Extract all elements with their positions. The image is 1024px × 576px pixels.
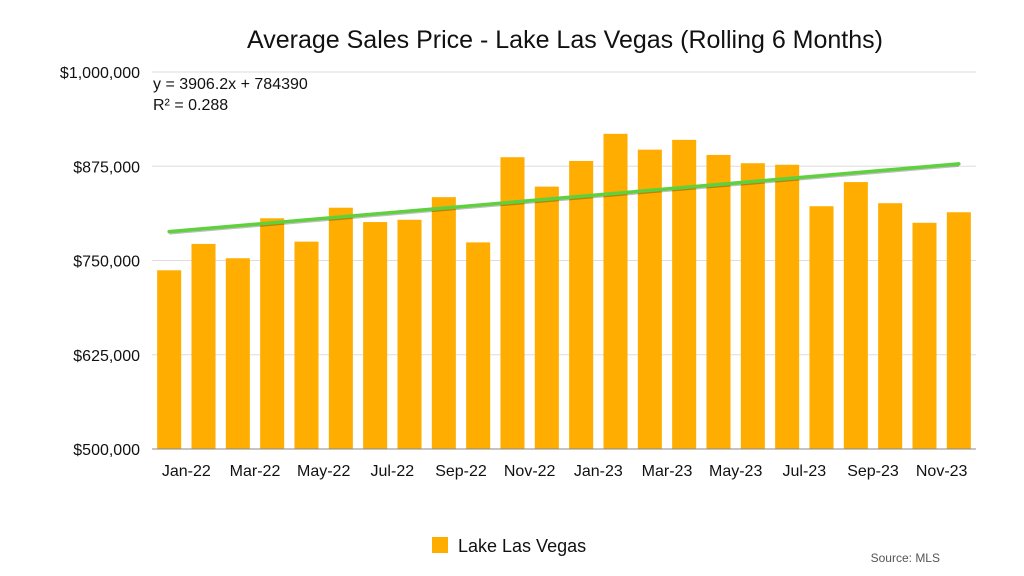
y-tick-label: $1,000,000 [60,65,140,82]
bar-feb-23 [603,133,628,449]
bar-apr-23 [672,139,697,450]
trendline-r-squared: R² = 0.288 [153,97,228,114]
trendline-equation: y = 3906.2x + 784390 [153,76,308,93]
bar-sep-22 [431,197,456,449]
x-tick-label: Sep-22 [435,463,487,480]
x-tick-label: Jul-23 [783,463,827,480]
bar-may-22 [294,241,319,449]
bar-aug-22 [397,219,422,449]
bar-apr-22 [260,218,285,449]
bar-feb-22 [191,243,216,449]
gridlines [152,71,976,356]
chart-title: Average Sales Price - Lake Las Vegas (Ro… [247,26,883,54]
bar-jul-22 [363,222,388,449]
trendline-group [167,162,961,235]
bar-jan-23 [569,160,594,450]
bars [157,133,971,450]
y-tick-label: $750,000 [73,254,140,271]
x-tick-label: Nov-23 [916,463,968,480]
bar-jun-22 [328,207,353,449]
y-tick-label: $500,000 [73,442,140,459]
bar-nov-22 [500,157,525,449]
bar-sep-23 [843,182,868,450]
x-tick-label: May-23 [709,463,762,480]
y-axis-ticks: $500,000 $625,000 $750,000 $875,000 $1,000,0… [60,65,140,459]
x-tick-label: Mar-23 [642,463,693,480]
x-axis-ticks: Jan-22 Mar-22 May-22 Jul-22 Sep-22 Nov-22 Jan-… [162,463,968,480]
x-tick-label: Jan-22 [162,463,211,480]
legend-label: Lake Las Vegas [458,536,586,556]
x-tick-label: May-22 [297,463,350,480]
bar-oct-23 [878,203,903,449]
y-tick-label: $625,000 [73,348,140,365]
x-tick-label: Sep-23 [847,463,899,480]
bar-jul-23 [775,164,800,449]
bar-jun-23 [740,163,765,449]
x-tick-label: Jan-23 [574,463,623,480]
bar-mar-23 [637,149,662,450]
x-tick-label: Mar-22 [230,463,281,480]
y-tick-label: $875,000 [73,159,140,176]
x-tick-label: Jul-22 [371,463,415,480]
trendline [167,162,961,234]
bar-nov-23 [912,222,937,449]
bar-oct-22 [466,242,491,449]
bar-dec-23 [946,212,971,449]
legend-swatch [432,537,448,553]
bar-may-23 [706,154,731,449]
source-note: Source: MLS [871,551,940,565]
bar-aug-23 [809,206,834,449]
bar-dec-22 [534,186,559,449]
bar-jan-22 [157,270,182,449]
bar-mar-22 [225,258,250,449]
x-tick-label: Nov-22 [504,463,556,480]
